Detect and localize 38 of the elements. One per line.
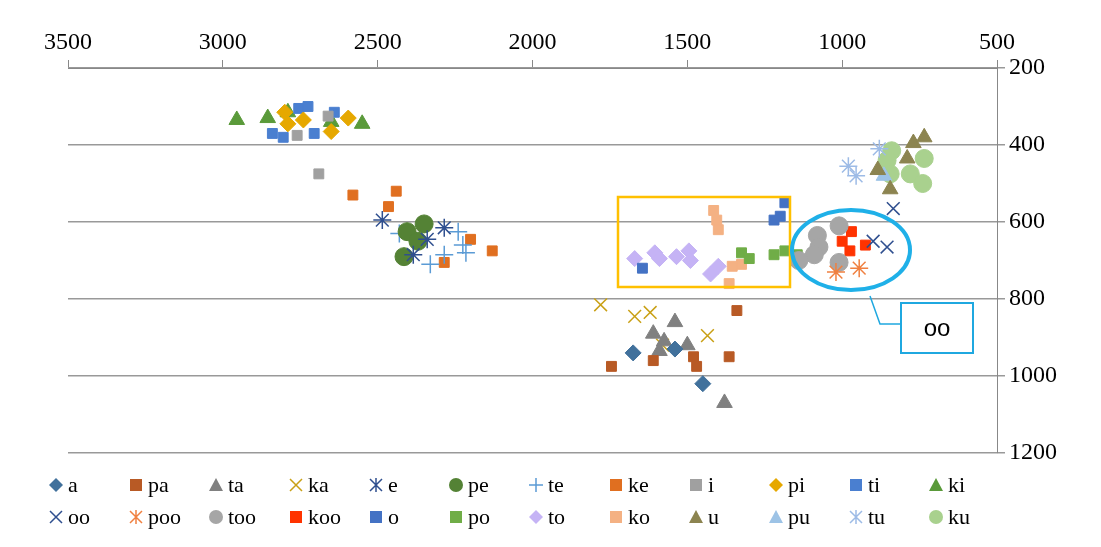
legend-label: o [388, 504, 399, 530]
legend-label: ti [868, 472, 881, 498]
legend-label: tu [868, 504, 886, 530]
y-tick-label: 800 [1009, 284, 1045, 311]
x-tick-label: 3000 [198, 27, 247, 54]
legend-label: te [548, 472, 564, 498]
y-tick-label: 200 [1009, 53, 1045, 80]
x-tick-label: 2000 [508, 27, 557, 54]
legend-label: to [548, 504, 566, 530]
legend-label: pa [148, 472, 169, 498]
x-tick-label: 2500 [353, 27, 402, 54]
x-tick-label: 1500 [663, 27, 712, 54]
legend-label: too [228, 504, 257, 530]
y-tick-label: 400 [1009, 130, 1045, 157]
legend-label: e [388, 472, 398, 498]
y-tick-label: 600 [1009, 207, 1045, 234]
legend-label: pi [788, 472, 806, 498]
legend-label: ke [628, 472, 649, 498]
legend-label: oo [68, 504, 90, 530]
legend-label: ko [628, 504, 650, 530]
x-tick-label: 1000 [818, 27, 867, 54]
annotation: oo [900, 302, 974, 354]
legend-label: i [708, 472, 715, 498]
x-tick-label: 500 [979, 27, 1015, 54]
legend-label: ka [308, 472, 329, 498]
legend-label: ta [228, 472, 244, 498]
legend-label: pu [788, 504, 810, 530]
x-tick-label: 3500 [44, 27, 92, 54]
legend-label: po [468, 504, 490, 530]
y-tick-label: 1200 [1009, 438, 1057, 465]
legend-label: koo [308, 504, 341, 530]
legend-label: a [68, 472, 78, 498]
legend-label: ku [948, 504, 970, 530]
y-tick-label: 1000 [1009, 361, 1057, 388]
legend-label: poo [148, 504, 181, 530]
legend-label: pe [468, 472, 489, 498]
legend-label: u [708, 504, 719, 530]
legend-label: ki [948, 472, 966, 498]
